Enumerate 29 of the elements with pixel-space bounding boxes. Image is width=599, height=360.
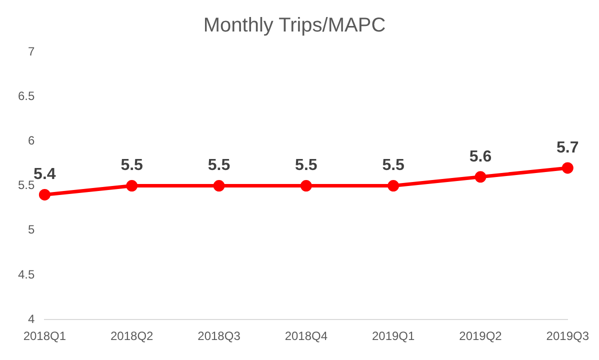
- data-label: 5.5: [208, 157, 230, 174]
- y-tick-label: 5.5: [18, 178, 35, 192]
- y-tick-label: 6.5: [18, 88, 35, 103]
- chart-title: Monthly Trips/MAPC: [203, 14, 386, 37]
- data-label: 5.5: [295, 157, 318, 174]
- x-tick-label: 2019Q3: [546, 329, 590, 344]
- x-tick-label: 2018Q4: [284, 329, 328, 344]
- point: [562, 162, 574, 174]
- data-label: 5.6: [469, 148, 492, 166]
- x-tick-label: 2018Q2: [110, 329, 154, 344]
- data-label: 5.5: [120, 157, 144, 174]
- data-label: 5.5: [382, 157, 405, 174]
- x-tick-label: 2018Q3: [198, 329, 241, 344]
- x-tick-label: 2019Q2: [459, 329, 502, 344]
- data-label: 5.7: [556, 139, 579, 156]
- y-tick-label: 5: [28, 222, 35, 237]
- y-tick-label: 4: [28, 312, 35, 326]
- x-tick-label: 2018Q1: [23, 329, 66, 344]
- point: [474, 171, 486, 183]
- point: [213, 180, 225, 192]
- y-tick-label: 6: [28, 134, 35, 148]
- point: [38, 188, 50, 200]
- point: [388, 180, 400, 192]
- y-tick-label: 4.5: [18, 267, 35, 282]
- y-tick-label: 7: [28, 44, 35, 58]
- point: [126, 180, 138, 192]
- x-tick-label: 2019Q1: [372, 329, 416, 344]
- data-label: 5.4: [34, 166, 56, 184]
- point: [300, 180, 312, 192]
